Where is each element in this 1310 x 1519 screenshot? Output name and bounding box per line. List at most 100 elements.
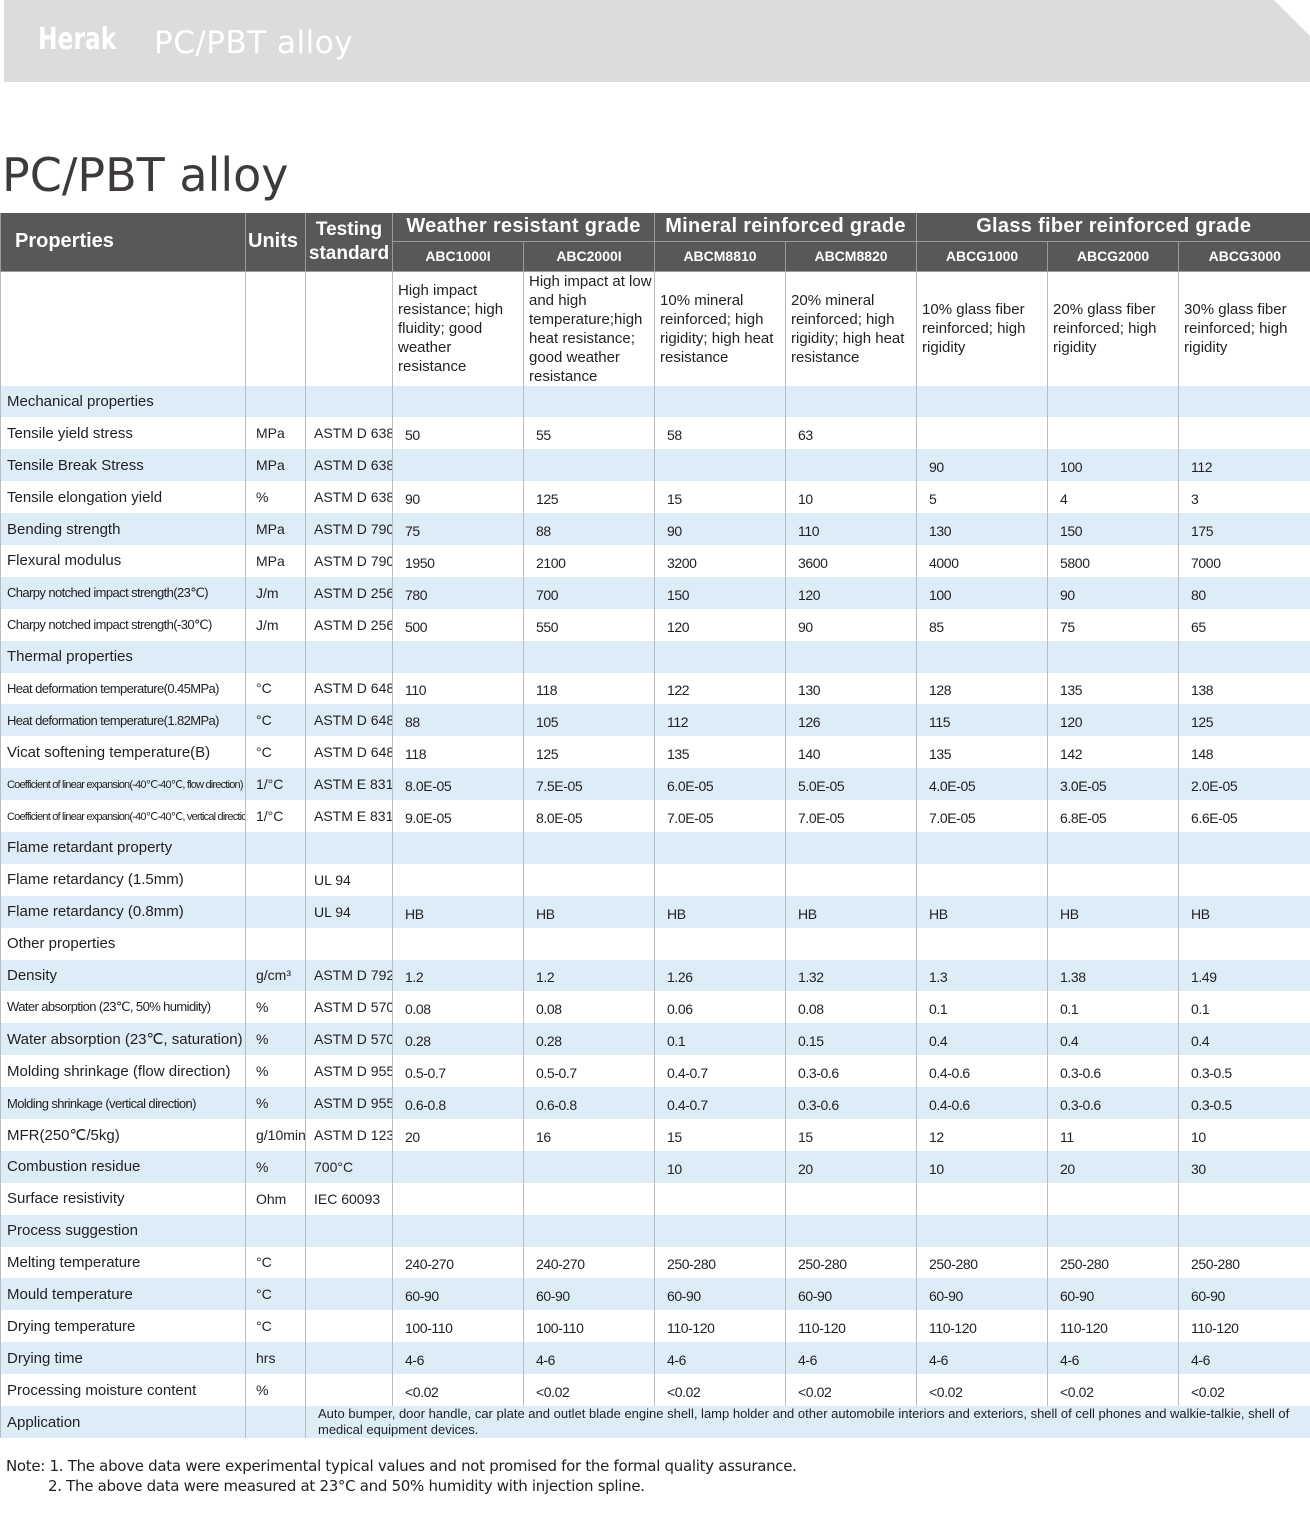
- value-cell: 250-280: [1178, 1246, 1310, 1279]
- property-label: Mechanical properties: [0, 385, 246, 418]
- value-cell: [785, 449, 917, 482]
- value-cell: [392, 927, 524, 960]
- properties-table: Properties Units Testing standard Weather…: [0, 213, 1310, 1438]
- page-title: PC/PBT alloy: [2, 148, 289, 202]
- value-cell: [522, 449, 655, 482]
- value-cell: 3600: [785, 544, 917, 577]
- value-cell: 120: [1047, 704, 1179, 737]
- table-row: Tensile yield stress MPa ASTM D 638 50 55 58 6…: [0, 417, 1310, 450]
- value-cell: [392, 1150, 524, 1183]
- table-row: Coefficient of linear expansion(-40℃-40℃…: [0, 800, 1310, 832]
- value-cell: 60-90: [1178, 1278, 1310, 1311]
- standard-cell: [305, 831, 393, 864]
- value-cell: 0.4-0.7: [654, 1055, 786, 1088]
- standard-cell: ASTM D 648: [305, 672, 393, 705]
- standard-cell: ASTM D 256: [305, 608, 393, 641]
- value-cell: 7.0E-05: [654, 800, 786, 832]
- value-cell: 140: [785, 736, 917, 769]
- table-row: Heat deformation temperature(0.45MPa) °C A…: [0, 672, 1310, 705]
- value-cell: [1047, 1214, 1179, 1247]
- value-cell: [1178, 640, 1310, 673]
- value-cell: 120: [785, 576, 917, 609]
- value-cell: [522, 1150, 655, 1183]
- value-cell: 85: [916, 608, 1048, 641]
- value-cell: 4-6: [1178, 1342, 1310, 1375]
- unit-cell: %: [245, 1087, 306, 1119]
- value-cell: 90: [916, 449, 1048, 482]
- value-cell: 110: [785, 513, 917, 545]
- value-cell: 500: [392, 608, 524, 641]
- table-row: Coefficient of linear expansion(-40℃-40℃…: [0, 768, 1310, 801]
- value-cell: 1.2: [392, 959, 524, 992]
- value-cell: 60-90: [916, 1278, 1048, 1311]
- table-row: Flame retardancy (1.5mm) UL 94: [0, 863, 1310, 896]
- table-row: Process suggestion: [0, 1214, 1310, 1247]
- value-cell: [916, 863, 1048, 896]
- empty-cell: [245, 271, 306, 386]
- unit-cell: MPa: [245, 544, 306, 577]
- notes: Note: 1. The above data were experimenta…: [6, 1456, 797, 1496]
- value-cell: 0.15: [785, 1023, 917, 1056]
- empty-cell: [305, 271, 393, 386]
- value-cell: [1047, 831, 1179, 864]
- standard-cell: [305, 385, 393, 418]
- standard-cell: [305, 927, 393, 960]
- value-cell: [916, 927, 1048, 960]
- grade-description: 30% glass fiber reinforced; high rigidit…: [1178, 271, 1310, 386]
- value-cell: 110-120: [654, 1310, 786, 1343]
- value-cell: 4-6: [785, 1342, 917, 1375]
- value-cell: [916, 417, 1048, 450]
- unit-cell: [245, 927, 306, 960]
- value-cell: 0.3-0.6: [785, 1055, 917, 1088]
- table-row: Density g/cm³ ASTM D 792 1.2 1.2 1.26 1.32 1.3 1…: [0, 959, 1310, 992]
- value-cell: 8.0E-05: [392, 768, 524, 801]
- value-cell: [654, 927, 786, 960]
- value-cell: [916, 640, 1048, 673]
- value-cell: 4000: [916, 544, 1048, 577]
- table-row: Drying temperature °C 100-110 100-110 110-12…: [0, 1310, 1310, 1343]
- value-cell: [1178, 927, 1310, 960]
- grade-description: High impact at low and high temperature;…: [522, 271, 655, 386]
- value-cell: [392, 863, 524, 896]
- value-cell: 10: [654, 1150, 786, 1183]
- table-row: Thermal properties: [0, 640, 1310, 673]
- value-cell: 700: [522, 576, 655, 609]
- unit-cell: MPa: [245, 449, 306, 482]
- value-cell: [785, 927, 917, 960]
- value-cell: 100: [916, 576, 1048, 609]
- value-cell: [654, 831, 786, 864]
- value-cell: <0.02: [785, 1374, 917, 1406]
- value-cell: [522, 1182, 655, 1215]
- unit-cell: [245, 895, 306, 928]
- unit-cell: %: [245, 1150, 306, 1183]
- value-cell: 90: [1047, 576, 1179, 609]
- value-cell: 3200: [654, 544, 786, 577]
- application-label: Application: [0, 1406, 246, 1438]
- property-label: Flame retardancy (1.5mm): [0, 863, 246, 896]
- value-cell: [654, 863, 786, 896]
- standard-cell: IEC 60093: [305, 1182, 393, 1215]
- value-cell: 0.5-0.7: [392, 1055, 524, 1088]
- value-cell: [392, 1182, 524, 1215]
- grade-header: ABCM8820: [785, 241, 917, 272]
- value-cell: 90: [785, 608, 917, 641]
- value-cell: 125: [1178, 704, 1310, 737]
- value-cell: 2.0E-05: [1178, 768, 1310, 801]
- value-cell: [392, 831, 524, 864]
- value-cell: [785, 385, 917, 418]
- property-label: Bending strength: [0, 513, 246, 545]
- value-cell: 150: [1047, 513, 1179, 545]
- value-cell: 780: [392, 576, 524, 609]
- grade-description: 20% glass fiber reinforced; high rigidit…: [1047, 271, 1179, 386]
- value-cell: [392, 1214, 524, 1247]
- value-cell: 0.6-0.8: [392, 1087, 524, 1119]
- value-cell: 120: [654, 608, 786, 641]
- value-cell: 4: [1047, 481, 1179, 514]
- value-cell: 3.0E-05: [1047, 768, 1179, 801]
- property-label: Water absorption (23℃, saturation): [0, 1023, 246, 1056]
- unit-cell: hrs: [245, 1342, 306, 1375]
- value-cell: 135: [654, 736, 786, 769]
- value-cell: 88: [392, 704, 524, 737]
- standard-cell: [305, 1342, 393, 1375]
- value-cell: 3: [1178, 481, 1310, 514]
